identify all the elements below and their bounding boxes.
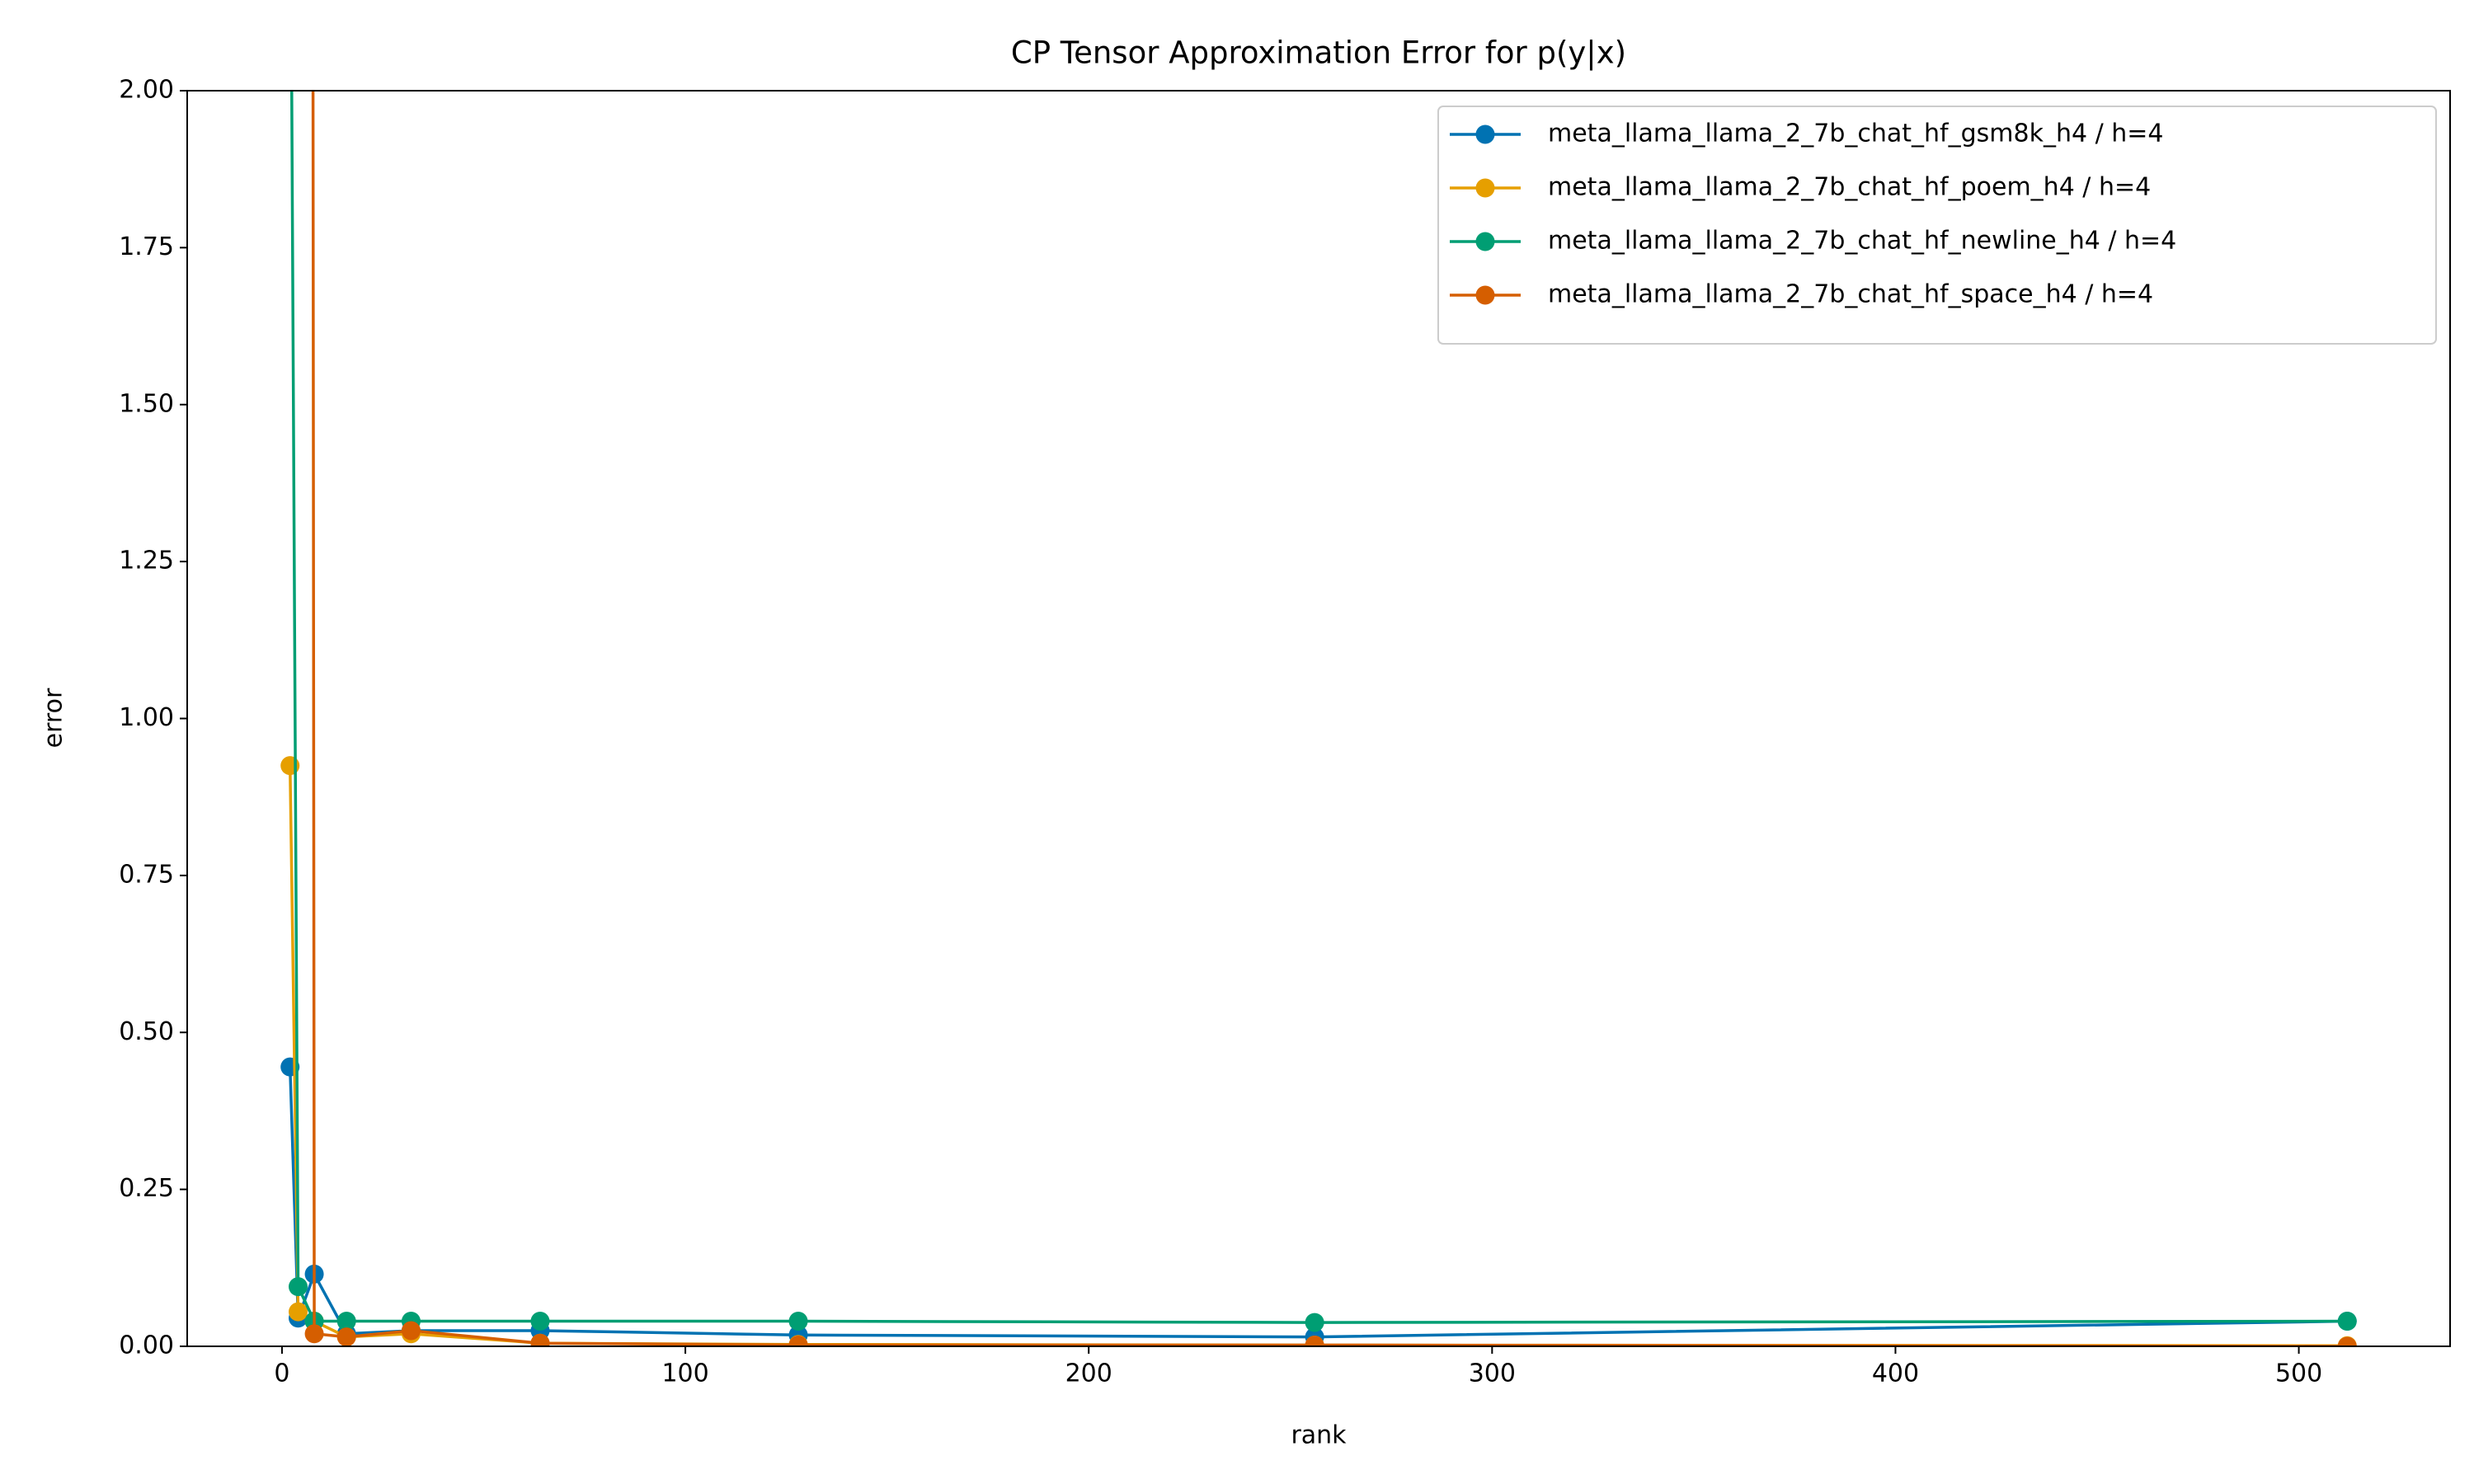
data-point (289, 1277, 308, 1297)
data-point (289, 1302, 308, 1322)
legend-marker (1475, 124, 1495, 144)
y-tick-label: 0.00 (119, 1331, 174, 1360)
plot-frame (186, 90, 2451, 1347)
plot-area (280, 91, 2357, 1346)
x-tick-label: 0 (274, 1360, 289, 1388)
x-tick-label: 300 (1469, 1360, 1516, 1388)
data-point (304, 1324, 324, 1344)
data-point (788, 1312, 808, 1331)
data-point (788, 1335, 808, 1346)
x-axis-label: rank (1291, 1421, 1347, 1450)
legend-label: meta_llama_llama_2_7b_chat_hf_gsm8k_h4 /… (1548, 120, 2163, 148)
y-tick-label: 0.25 (119, 1174, 174, 1203)
y-tick-label: 2.00 (119, 76, 174, 105)
data-point (1305, 1335, 1324, 1346)
data-point (401, 1321, 421, 1341)
chart-title: CP Tensor Approximation Error for p(y|x) (1011, 35, 1626, 71)
legend-label: meta_llama_llama_2_7b_chat_hf_poem_h4 / … (1548, 173, 2151, 202)
x-tick-label: 400 (1872, 1360, 1919, 1388)
data-point (1305, 1313, 1324, 1332)
data-point (2337, 1336, 2357, 1346)
legend: meta_llama_llama_2_7b_chat_hf_gsm8k_h4 /… (1437, 106, 2437, 345)
data-point (2337, 1312, 2357, 1331)
legend-box (1437, 106, 2437, 345)
y-tick-label: 1.50 (119, 389, 174, 418)
y-tick-label: 1.25 (119, 547, 174, 575)
legend-label: meta_llama_llama_2_7b_chat_hf_newline_h4… (1548, 227, 2176, 256)
y-tick-label: 1.00 (119, 703, 174, 732)
legend-marker (1475, 232, 1495, 251)
legend-marker (1475, 178, 1495, 198)
legend-marker (1475, 285, 1495, 305)
x-tick-label: 200 (1065, 1360, 1112, 1388)
x-tick-label: 100 (661, 1360, 708, 1388)
y-tick-label: 0.75 (119, 860, 174, 889)
legend-label: meta_llama_llama_2_7b_chat_hf_space_h4 /… (1548, 280, 2153, 309)
axes: 0 100 200 300 400 500 0.00 0.25 0.50 0.75 1.00 1.25… (119, 76, 2322, 1388)
y-tick-label: 0.50 (119, 1017, 174, 1046)
data-point (336, 1327, 356, 1346)
x-tick-label: 500 (2275, 1360, 2322, 1388)
data-point (530, 1312, 550, 1331)
y-axis-label: error (40, 688, 68, 748)
y-tick-label: 1.75 (119, 232, 174, 261)
data-point (336, 1312, 356, 1331)
data-point (530, 1333, 550, 1346)
